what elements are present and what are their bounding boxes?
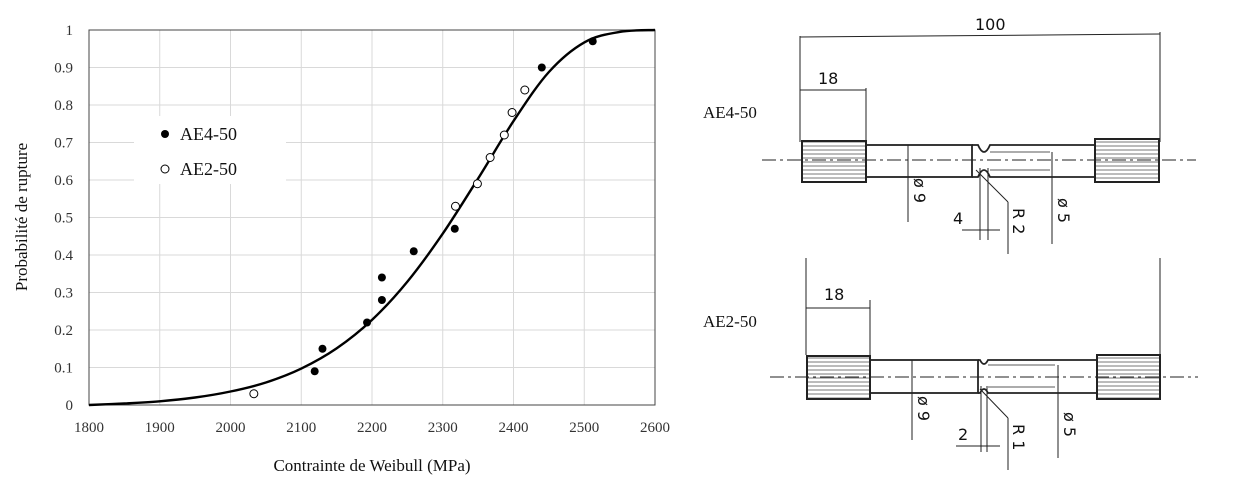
y-tick-label: 0.8 (54, 98, 73, 114)
leader-radius-2 (979, 388, 1009, 419)
x-tick-label: 1800 (74, 420, 104, 436)
specimen-label-ae2-50: AE2-50 (703, 312, 757, 331)
y-tick-label: 0 (66, 398, 74, 414)
dim-radius-2: R 1 (1009, 424, 1028, 450)
dim-grip: 18 (818, 69, 838, 88)
x-tick-label: 2400 (499, 420, 529, 436)
data-point-ae4-50 (409, 247, 418, 256)
dim-d-minor-2: ø 5 (1060, 412, 1079, 437)
data-point-ae2-50 (520, 85, 530, 95)
y-axis-title: Probabilité de rupture (12, 143, 31, 291)
x-tick-label: 2300 (428, 420, 458, 436)
y-tick-label: 0.1 (54, 361, 73, 377)
series-ae2-50-points (249, 85, 530, 399)
dim-notch-width: 4 (953, 209, 963, 228)
legend-box (134, 116, 286, 184)
leader-radius (975, 169, 1009, 203)
dim-d-major-2: ø 9 (914, 396, 933, 421)
data-point-ae4-50 (377, 296, 386, 304)
y-tick-label: 0.9 (54, 61, 73, 77)
dim-grip-2: 18 (824, 285, 844, 304)
dim-d-major: ø 9 (910, 178, 929, 203)
y-tick-label: 0.2 (54, 323, 73, 339)
data-point-ae2-50 (507, 108, 517, 117)
y-tick-label: 0.3 (54, 286, 73, 302)
data-point-ae2-50 (472, 179, 482, 189)
data-point-ae2-50 (485, 153, 495, 162)
weibull-fit-curve (88, 28, 656, 407)
dim-radius: R 2 (1009, 208, 1028, 234)
x-tick-label: 2000 (216, 420, 246, 436)
dim-notch-width-2: 2 (958, 425, 968, 444)
dim-line-length (799, 33, 1161, 38)
series-ae4-50-points (310, 37, 597, 376)
y-tick-label: 0.7 (54, 136, 73, 152)
x-tick-label: 2600 (640, 420, 670, 436)
data-point-ae4-50 (537, 63, 546, 72)
data-point-ae4-50 (318, 344, 327, 353)
y-tick-label: 0.4 (54, 248, 73, 264)
specimen-label-ae4-50: AE4-50 (703, 103, 757, 122)
data-point-ae2-50 (249, 389, 259, 399)
shank-left (865, 144, 973, 178)
legend-marker-ae4-50 (161, 130, 169, 138)
legend: AE4-50 AE2-50 (134, 116, 286, 184)
notch (972, 144, 1096, 178)
x-tick-label: 1900 (145, 420, 175, 436)
weibull-chart: 1800 1900 2000 2100 2200 2300 2400 2500 2600 0 0.… (12, 23, 670, 475)
specimen-drawing: AE4-50 100 18 ø 9 4 (703, 15, 1198, 470)
x-tick-labels: 1800 1900 2000 2100 2200 2300 2400 2500 2600 (74, 420, 670, 436)
data-point-ae4-50 (310, 367, 319, 376)
grip-left (801, 140, 867, 183)
data-point-ae4-50 (450, 224, 459, 233)
dim-length: 100 (975, 15, 1006, 34)
data-point-ae4-50 (588, 37, 597, 46)
legend-marker-ae2-50 (160, 164, 170, 174)
y-tick-label: 0.6 (54, 173, 73, 189)
data-point-ae4-50 (363, 318, 372, 327)
y-tick-label: 0.5 (54, 211, 73, 227)
y-tick-labels: 0 0.1 0.2 0.3 0.4 0.5 0.6 0.7 0.8 0.9 1 (54, 23, 73, 414)
x-tick-label: 2100 (286, 420, 316, 436)
dim-d-minor: ø 5 (1054, 198, 1073, 223)
legend-label-ae4-50: AE4-50 (180, 124, 237, 144)
data-point-ae2-50 (499, 130, 509, 140)
x-axis-title: Contrainte de Weibull (MPa) (273, 456, 470, 475)
x-tick-label: 2200 (357, 420, 387, 436)
plot-frame (88, 29, 656, 406)
specimen-ae2-50: AE2-50 18 ø 9 2 R 1 ø 5 (703, 258, 1198, 470)
data-point-ae2-50 (450, 201, 460, 211)
x-tick-label: 2500 (569, 420, 599, 436)
specimen-ae4-50: AE4-50 100 18 ø 9 4 (703, 15, 1196, 254)
legend-label-ae2-50: AE2-50 (180, 159, 237, 179)
y-tick-label: 1 (66, 23, 74, 39)
data-point-ae4-50 (377, 273, 386, 282)
